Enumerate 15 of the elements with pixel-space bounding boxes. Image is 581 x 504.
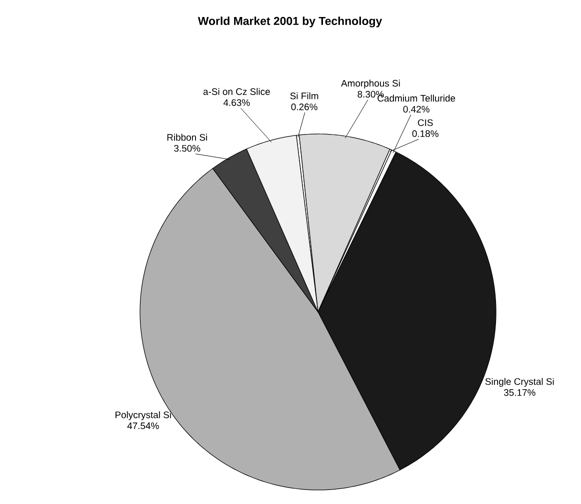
- slice-label: a-Si on Cz Slice: [203, 88, 270, 95]
- data-label: 4.63%: [223, 99, 250, 106]
- slice-label: Amorphous Si: [341, 80, 400, 88]
- data-label: 0.26%: [291, 104, 318, 110]
- slice-label: Single Crystal Si: [485, 378, 554, 387]
- slice-label: Polycrystal Si: [116, 411, 171, 420]
- data-label: 35.17%: [504, 389, 536, 396]
- slice-label: CIS: [418, 119, 433, 126]
- data-label: 0.42%: [403, 106, 430, 113]
- slice-label: Si Film: [290, 92, 318, 100]
- slice-label: Ribbon Si: [167, 134, 207, 141]
- chart-title: World Market 2001 by Technology: [198, 16, 382, 28]
- data-label: 3.50%: [174, 144, 200, 152]
- data-label: 0.18%: [412, 130, 438, 137]
- data-label: 47.54%: [127, 422, 159, 430]
